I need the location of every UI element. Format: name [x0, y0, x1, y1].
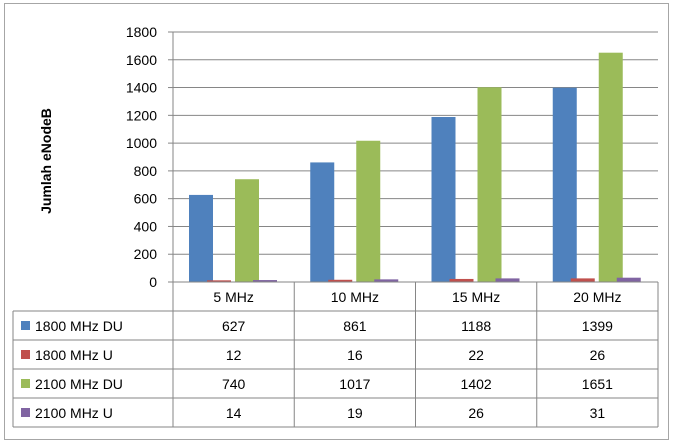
bar [477, 87, 502, 283]
y-tick-label: 1600 [126, 52, 157, 68]
y-tick-label: 0 [149, 274, 157, 290]
legend-series-name: 1800 MHz DU [35, 318, 123, 334]
legend-series-name: 2100 MHz DU [35, 376, 123, 392]
data-table-cell: 12 [226, 347, 242, 363]
bars [189, 52, 641, 283]
x-category-label: 20 MHz [573, 289, 621, 305]
data-table-cell: 1399 [582, 318, 613, 334]
bar [374, 279, 399, 282]
legend-series-name: 1800 MHz U [35, 347, 113, 363]
bar [328, 279, 353, 282]
bar [189, 194, 213, 282]
bar [495, 278, 520, 282]
legend-swatch [21, 321, 30, 330]
data-table-cell: 1402 [461, 376, 492, 392]
data-table-cell: 16 [347, 347, 363, 363]
legend-swatch [21, 350, 30, 359]
y-axis-label: Jumlah eNodeB [38, 108, 54, 214]
bar-chart: 0 200 400 600 800 1000 1200 1400 1600 1800 5 MHz 1… [12, 24, 659, 428]
data-table: 5 MHz 10 MHz 15 MHz 20 MHz 1800 MHz DU 627 861… [12, 281, 659, 428]
bar [235, 179, 259, 282]
data-table-cell: 26 [468, 405, 484, 421]
bar [449, 278, 474, 282]
data-table-cell: 1188 [461, 318, 491, 334]
x-category-label: 15 MHz [452, 289, 500, 305]
data-table-cell: 861 [343, 318, 367, 334]
data-table-cell: 1651 [582, 376, 613, 392]
legend-swatch [21, 408, 30, 417]
data-table-cell: 22 [468, 347, 484, 363]
data-table-cell: 1017 [339, 376, 370, 392]
legend-series-name: 2100 MHz U [35, 405, 113, 421]
bar [253, 280, 277, 282]
y-tick-label: 800 [134, 163, 158, 179]
data-table-cell: 26 [590, 347, 606, 363]
bar [570, 278, 595, 282]
y-tick-label: 400 [134, 218, 158, 234]
y-tick-label: 200 [134, 246, 158, 262]
y-tick-label: 1800 [126, 24, 157, 40]
legend-swatch [21, 379, 30, 388]
data-table-cell: 14 [226, 405, 242, 421]
y-tick-label: 1200 [126, 107, 157, 123]
bar [616, 277, 641, 282]
chart-frame: 0 200 400 600 800 1000 1200 1400 1600 1800 5 MHz 1… [4, 3, 669, 440]
bar [356, 140, 381, 282]
y-tick-label: 1400 [126, 80, 157, 96]
x-category-label: 5 MHz [213, 289, 253, 305]
x-category-label: 10 MHz [331, 289, 379, 305]
bar [431, 117, 456, 282]
y-axis-ticks: 0 200 400 600 800 1000 1200 1400 1600 1800 [126, 24, 157, 290]
data-table-cell: 19 [347, 405, 363, 421]
data-table-cell: 740 [222, 376, 246, 392]
y-tick-label: 600 [134, 191, 158, 207]
y-tick-label: 1000 [126, 135, 157, 151]
data-table-cell: 31 [590, 405, 606, 421]
data-table-cell: 627 [222, 318, 246, 334]
bar [310, 162, 335, 282]
bar [552, 87, 577, 282]
bar [207, 280, 231, 282]
bar [598, 52, 623, 282]
